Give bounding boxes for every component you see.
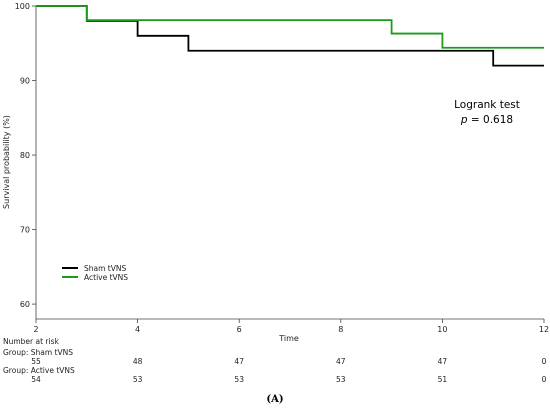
risk-count: 55: [31, 357, 41, 366]
risk-count: 53: [336, 375, 346, 384]
risk-count: 0: [542, 357, 547, 366]
logrank-title: Logrank test: [454, 99, 520, 111]
y-tick-label: 100: [15, 2, 30, 11]
y-ticks: 60 70 80 90 100: [15, 2, 36, 309]
x-tick-label: 8: [338, 325, 343, 334]
legend-label-sham: Sham tVNS: [84, 264, 126, 273]
legend: Sham tVNS Active tVNS: [62, 264, 128, 282]
risk-count: 51: [438, 375, 448, 384]
risk-count: 47: [336, 357, 346, 366]
y-tick-label: 90: [20, 77, 30, 86]
p-symbol: p: [460, 114, 468, 126]
logrank-annotation: Logrank test p = 0.618: [454, 99, 520, 126]
series-lines: [36, 5, 544, 67]
x-tick-label: 12: [539, 325, 549, 334]
risk-row-sham: 55 48 47 47 47 0: [31, 357, 546, 366]
axes: [35, 6, 544, 320]
y-axis-label: Survival probability (%): [2, 115, 11, 209]
risk-group-label-sham: Group: Sham tVNS: [3, 348, 73, 357]
risk-group-label-active: Group: Active tVNS: [3, 366, 75, 375]
y-tick-label: 70: [20, 226, 30, 235]
x-tick-label: 4: [135, 325, 140, 334]
legend-label-active: Active tVNS: [84, 273, 128, 282]
x-tick-label: 2: [33, 325, 38, 334]
x-ticks: 2 4 6 8 10 12: [33, 319, 549, 334]
p-value: = 0.618: [471, 114, 513, 126]
y-tick-label: 60: [20, 300, 30, 309]
risk-count: 53: [234, 375, 244, 384]
risk-table: Number at risk Group: Sham tVNS 55 48 47 47…: [3, 337, 547, 384]
risk-table-title: Number at risk: [3, 337, 60, 346]
x-axis-label: Time: [278, 334, 299, 343]
risk-count: 48: [133, 357, 143, 366]
x-tick-label: 10: [437, 325, 447, 334]
figure-caption: (A): [266, 394, 283, 405]
series-line-active: [36, 5, 544, 49]
risk-count: 54: [31, 375, 41, 384]
risk-count: 0: [542, 375, 547, 384]
x-tick-label: 6: [237, 325, 242, 334]
y-tick-label: 80: [20, 151, 30, 160]
risk-row-active: 54 53 53 53 51 0: [31, 375, 546, 384]
series-line-sham: [36, 5, 544, 67]
risk-count: 47: [234, 357, 244, 366]
logrank-p: p = 0.618: [460, 114, 513, 126]
risk-count: 53: [133, 375, 143, 384]
risk-count: 47: [438, 357, 448, 366]
